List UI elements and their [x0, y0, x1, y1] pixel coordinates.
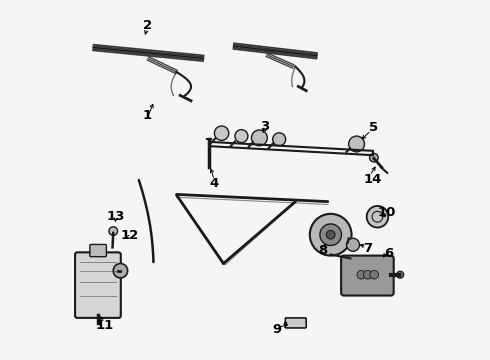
- Circle shape: [369, 153, 378, 162]
- Text: 3: 3: [260, 120, 270, 133]
- Text: 7: 7: [363, 242, 372, 255]
- Circle shape: [357, 270, 366, 279]
- Circle shape: [113, 264, 127, 278]
- Circle shape: [215, 126, 229, 140]
- Text: 14: 14: [364, 173, 382, 186]
- Text: 12: 12: [121, 229, 139, 242]
- Circle shape: [367, 206, 388, 228]
- FancyBboxPatch shape: [90, 244, 106, 257]
- Circle shape: [370, 270, 379, 279]
- Circle shape: [235, 130, 248, 143]
- Circle shape: [346, 238, 360, 251]
- Circle shape: [251, 130, 268, 146]
- FancyBboxPatch shape: [341, 256, 393, 296]
- Text: 2: 2: [143, 19, 151, 32]
- Text: 8: 8: [318, 244, 327, 257]
- Circle shape: [310, 214, 351, 256]
- Text: 9: 9: [273, 323, 282, 336]
- Text: 10: 10: [378, 206, 396, 219]
- Circle shape: [273, 133, 286, 146]
- Text: 5: 5: [369, 121, 378, 134]
- FancyBboxPatch shape: [75, 252, 121, 318]
- Circle shape: [396, 271, 404, 278]
- Circle shape: [320, 224, 342, 246]
- Text: 4: 4: [210, 177, 219, 190]
- Text: 13: 13: [106, 210, 124, 222]
- FancyBboxPatch shape: [285, 318, 306, 328]
- Text: 1: 1: [143, 109, 151, 122]
- Circle shape: [109, 227, 118, 235]
- Circle shape: [349, 136, 365, 152]
- Text: 11: 11: [96, 319, 114, 332]
- Circle shape: [326, 230, 335, 239]
- Text: 6: 6: [384, 247, 393, 260]
- Circle shape: [364, 270, 372, 279]
